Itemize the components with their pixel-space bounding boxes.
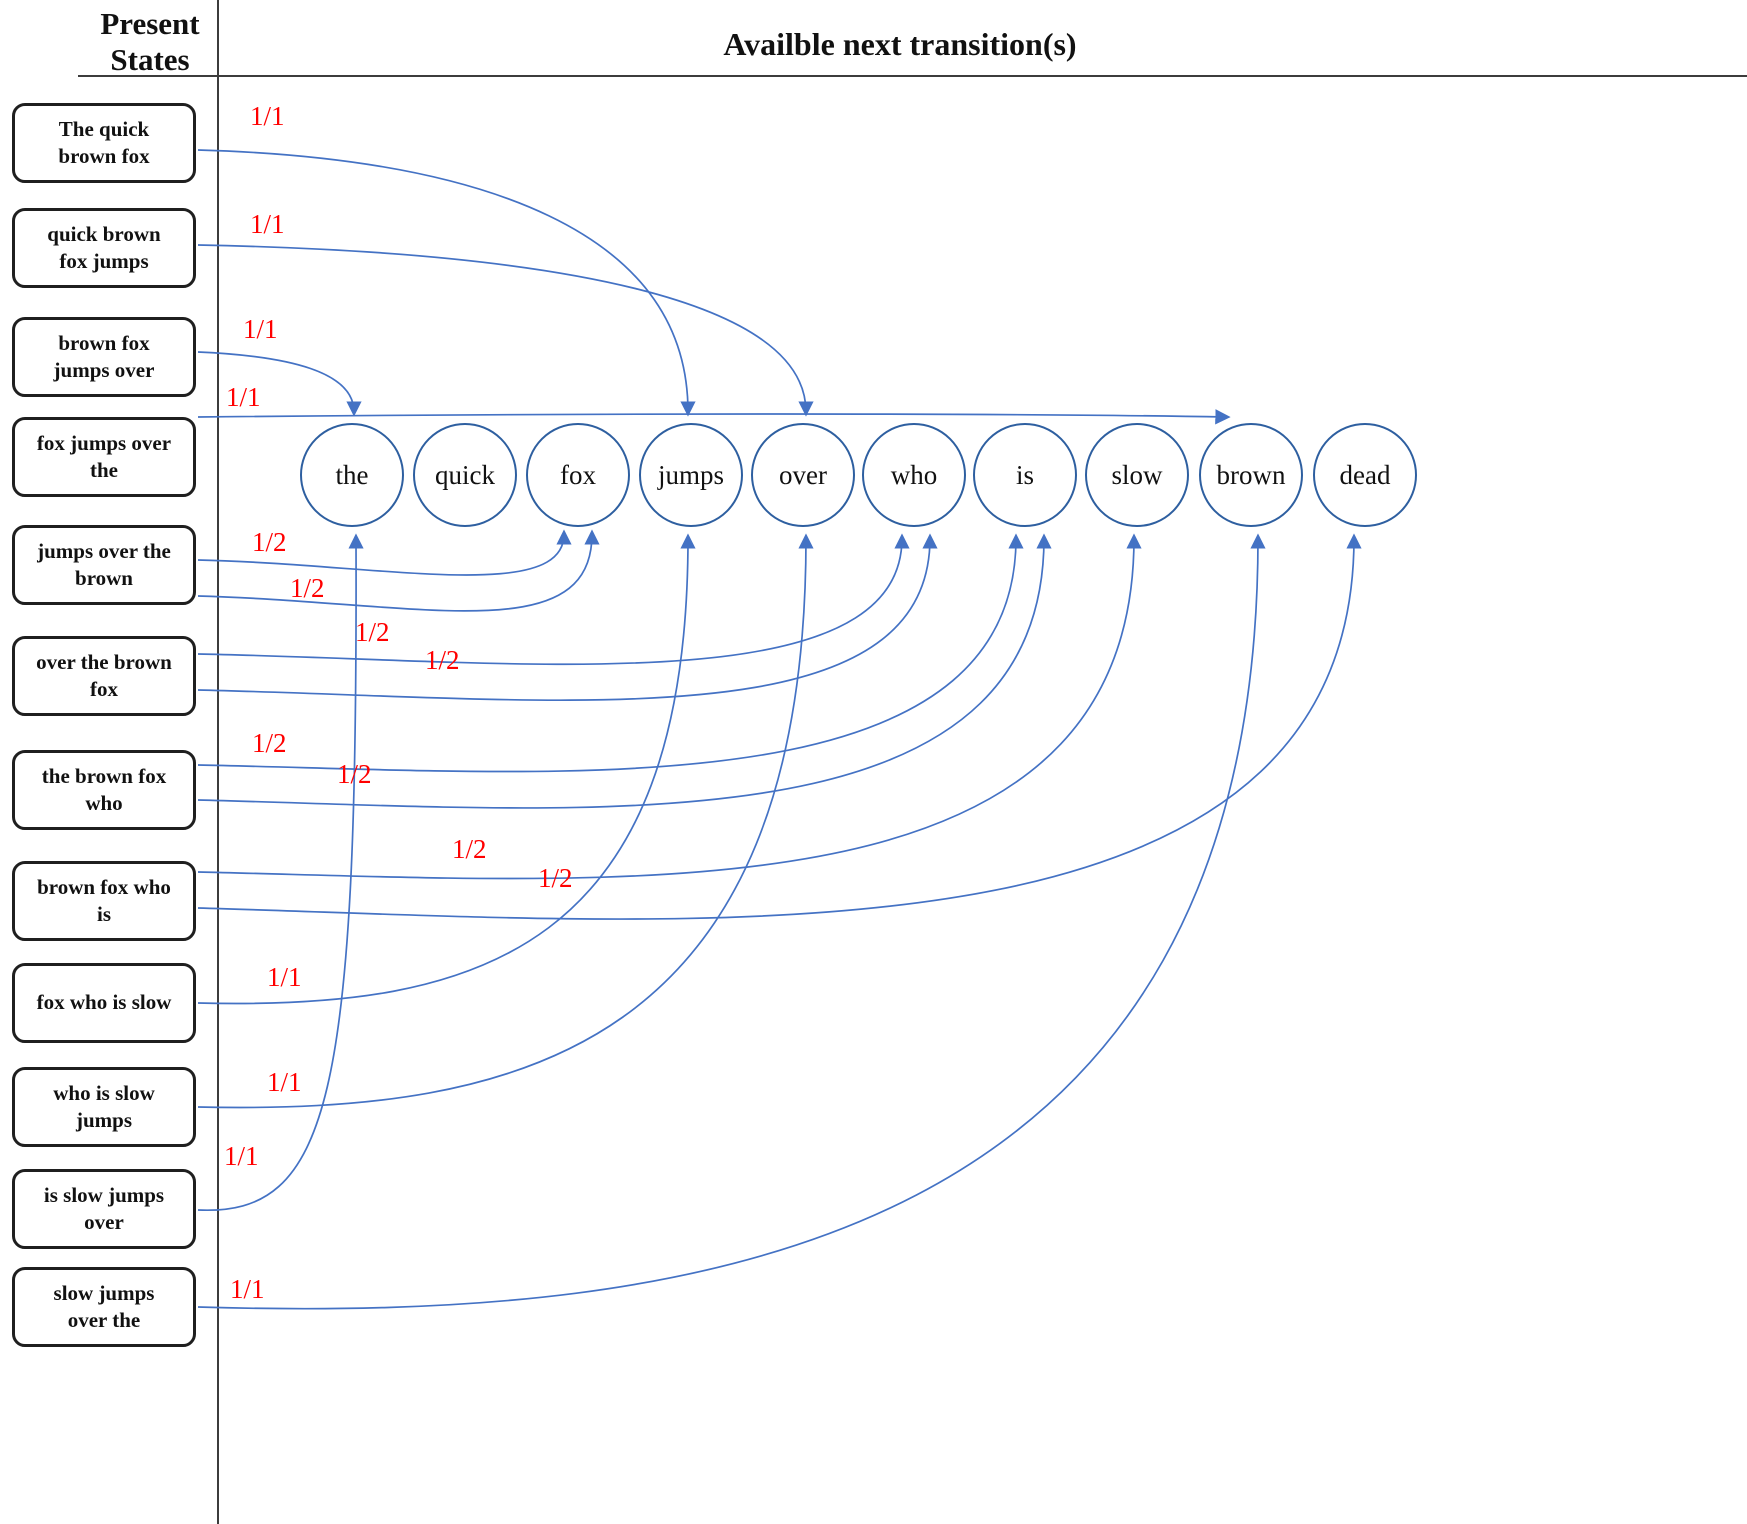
state-box: jumps over the brown: [12, 525, 196, 605]
transition-arrow: [197, 529, 572, 576]
transition-arrow: [197, 533, 1052, 809]
transition-probability: 1/2: [355, 617, 390, 647]
state-box: quick brown fox jumps: [12, 208, 196, 288]
transition-probability: 1/1: [230, 1274, 265, 1304]
transition-arrow: [197, 351, 362, 417]
transition-probability: 1/1: [243, 314, 278, 344]
transition-probability: 1/2: [452, 834, 487, 864]
transition-probability: 1/1: [267, 962, 302, 992]
transition-arrow: [197, 533, 1142, 880]
node-circle-slow: slow: [1085, 423, 1189, 527]
transition-arrow: [197, 533, 910, 666]
transition-probability: 1/2: [290, 573, 325, 603]
state-box: brown fox who is: [12, 861, 196, 941]
transition-arrow: [197, 529, 600, 612]
transition-arrow: [197, 409, 1231, 425]
transition-probability: 1/2: [337, 759, 372, 789]
present-states-header: Present States: [100, 6, 200, 77]
state-box: is slow jumps over: [12, 1169, 196, 1249]
node-circle-quick: quick: [413, 423, 517, 527]
header-underline: [78, 75, 1747, 77]
node-circle-the: the: [300, 423, 404, 527]
transition-arrow: [197, 533, 814, 1109]
available-transitions-header: Availble next transition(s): [723, 26, 1077, 62]
transition-probability: 1/2: [252, 527, 287, 557]
node-circle-over: over: [751, 423, 855, 527]
node-circle-brown: brown: [1199, 423, 1303, 527]
node-circle-jumps: jumps: [639, 423, 743, 527]
transition-probability: 1/1: [250, 209, 285, 239]
transition-probability: 1/1: [226, 382, 261, 412]
state-box: slow jumps over the: [12, 1267, 196, 1347]
transition-arrow: [197, 533, 1362, 920]
state-box: over the brown fox: [12, 636, 196, 716]
transition-probability: 1/1: [267, 1067, 302, 1097]
transition-arrow: [197, 533, 364, 1212]
node-circle-fox: fox: [526, 423, 630, 527]
transition-arrow: [197, 149, 696, 417]
transition-probability: 1/2: [425, 645, 460, 675]
transition-probability: 1/1: [250, 101, 285, 131]
transition-arrow: [197, 533, 696, 1005]
node-circle-who: who: [862, 423, 966, 527]
state-box: the brown fox who: [12, 750, 196, 830]
transition-arrow: [197, 244, 814, 417]
transition-arrow: [197, 533, 1266, 1310]
node-circle-is: is: [973, 423, 1077, 527]
state-box: who is slow jumps: [12, 1067, 196, 1147]
state-box: fox who is slow: [12, 963, 196, 1043]
state-box: brown fox jumps over: [12, 317, 196, 397]
node-circle-dead: dead: [1313, 423, 1417, 527]
transition-probability: 1/1: [224, 1141, 259, 1171]
column-divider-line: [217, 0, 219, 1524]
transition-probability: 1/2: [252, 728, 287, 758]
transition-probability: 1/2: [538, 863, 573, 893]
state-box: The quick brown fox: [12, 103, 196, 183]
transition-arrow: [197, 533, 1024, 773]
state-box: fox jumps over the: [12, 417, 196, 497]
transition-arrow: [197, 533, 938, 702]
